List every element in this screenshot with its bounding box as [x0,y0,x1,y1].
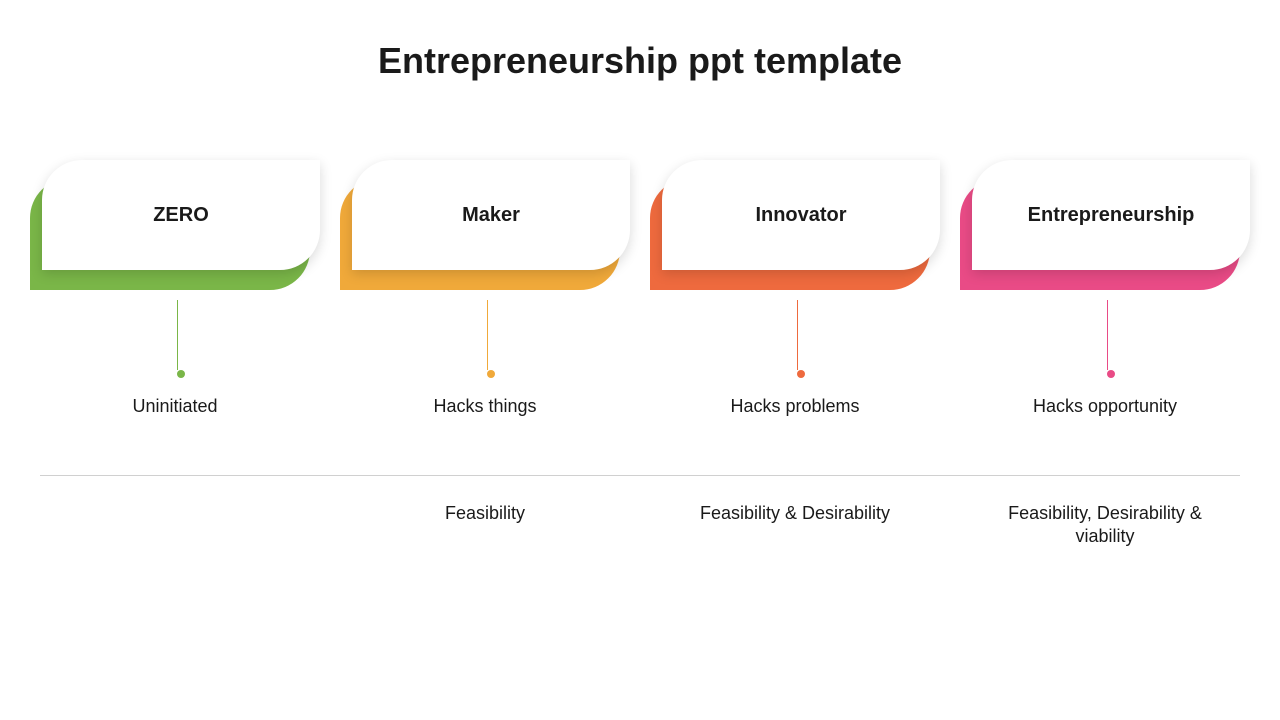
connector-dot-icon [1107,370,1115,378]
card-label: ZERO [153,204,209,227]
connector-2 [797,300,798,378]
card-label: Entrepreneurship [1028,204,1195,227]
card-label: Maker [462,204,520,227]
card-entrepreneurship: Entrepreneurship [960,160,1250,290]
cards-row: ZERO Maker Innovator Entrepreneurship [30,160,1250,290]
connector-line [797,300,798,370]
bottom-maker: Feasibility [340,502,630,549]
connector-3 [1107,300,1108,378]
divider-line [40,475,1240,476]
card-front-shape: Maker [352,160,630,270]
bottom-innovator: Feasibility & Desirability [650,502,940,549]
desc-zero: Uninitiated [30,395,320,418]
connector-line [487,300,488,370]
connector-dot-icon [797,370,805,378]
page-title: Entrepreneurship ppt template [0,40,1280,82]
desc-entrepreneurship: Hacks opportunity [960,395,1250,418]
bottom-zero [30,502,320,549]
card-zero: ZERO [30,160,320,290]
connector-dot-icon [487,370,495,378]
card-label: Innovator [755,204,846,227]
card-front-shape: ZERO [42,160,320,270]
card-front-shape: Innovator [662,160,940,270]
connector-line [1107,300,1108,370]
desc-innovator: Hacks problems [650,395,940,418]
bottom-entrepreneurship: Feasibility, Desirability & viability [960,502,1250,549]
desc-maker: Hacks things [340,395,630,418]
connector-0 [177,300,178,378]
connector-dot-icon [177,370,185,378]
card-innovator: Innovator [650,160,940,290]
descriptions-row: Uninitiated Hacks things Hacks problems … [30,395,1250,418]
connector-line [177,300,178,370]
connector-1 [487,300,488,378]
card-front-shape: Entrepreneurship [972,160,1250,270]
bottom-row: Feasibility Feasibility & Desirability F… [30,502,1250,549]
card-maker: Maker [340,160,630,290]
